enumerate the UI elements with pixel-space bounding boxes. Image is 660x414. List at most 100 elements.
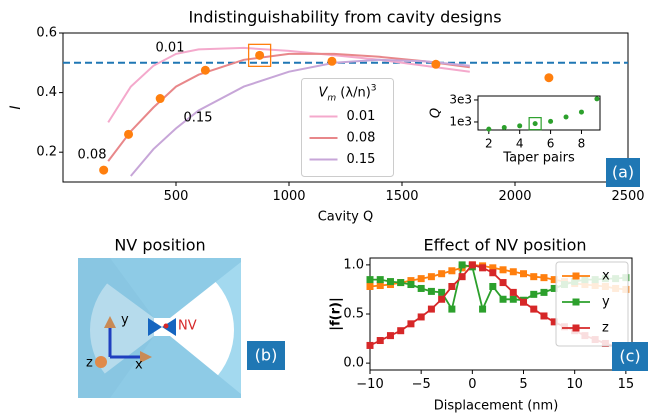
data-point: [367, 276, 374, 283]
axis-label: z: [86, 356, 93, 371]
data-point: [387, 332, 394, 339]
data-point: [418, 313, 425, 320]
y-tick-label: 0.6: [36, 26, 57, 41]
nv-diagram: NV position y z x NV (b): [78, 236, 285, 403]
legend-title-part: (λ/n): [336, 85, 371, 100]
data-point: [517, 123, 522, 128]
annotation: 0.01: [156, 41, 185, 56]
legend-label: z: [602, 321, 609, 336]
x-tick-label: 8: [578, 137, 586, 151]
legend-box: [556, 262, 628, 346]
legend-title-part: m: [327, 93, 336, 103]
data-point: [469, 261, 476, 268]
data-point: [428, 306, 435, 313]
data-point: [407, 281, 414, 288]
data-point: [327, 57, 336, 66]
data-point: [594, 96, 599, 101]
x-axis-label: Displacement (nm): [434, 399, 559, 414]
y-tick-label: 0.5: [343, 307, 364, 322]
data-point: [530, 291, 537, 298]
data-point: [500, 279, 507, 286]
y-axis-label: I: [8, 105, 24, 109]
annotation: 0.15: [184, 111, 213, 126]
data-point: [448, 283, 455, 290]
x-tick-label: 1500: [385, 189, 418, 204]
legend-marker: [573, 299, 580, 306]
chart-title: Indistinguishability from cavity designs: [188, 8, 501, 27]
panel-label: (c): [619, 347, 640, 366]
data-point: [428, 273, 435, 280]
data-point: [387, 278, 394, 285]
series-line: [131, 60, 470, 176]
data-point: [533, 121, 538, 126]
x-tick-label: 500: [164, 189, 189, 204]
nv-center: [164, 324, 169, 329]
annotation: 0.08: [78, 148, 107, 163]
data-point: [201, 66, 210, 75]
data-point: [438, 296, 445, 303]
data-point: [99, 166, 108, 175]
data-point: [489, 283, 496, 290]
data-point: [500, 266, 507, 273]
x-tick-label: 2500: [611, 189, 644, 204]
data-point: [530, 306, 537, 313]
legend-label: 0.15: [347, 152, 376, 167]
series-line: [108, 48, 470, 123]
data-point: [377, 337, 384, 344]
data-point: [438, 270, 445, 277]
data-point: [367, 342, 374, 349]
data-point: [510, 268, 517, 275]
legend-marker: [573, 325, 580, 332]
x-tick-label: 1000: [272, 189, 305, 204]
legend-title-part: 3: [371, 83, 377, 93]
nv-label: NV: [178, 319, 197, 334]
data-point: [255, 51, 264, 60]
data-point: [459, 261, 466, 268]
y-axis-label: Q: [429, 108, 444, 118]
y-tick-label: 0.2: [36, 145, 57, 160]
data-point: [502, 125, 507, 130]
data-point: [418, 285, 425, 292]
data-point: [486, 127, 491, 132]
panel-label: (b): [255, 346, 278, 365]
data-point: [418, 275, 425, 282]
legend-marker: [573, 273, 580, 280]
data-point: [540, 312, 547, 319]
data-point: [530, 273, 537, 280]
data-point: [397, 279, 404, 286]
data-point: [510, 296, 517, 303]
data-point: [428, 288, 435, 295]
legend-label: x: [602, 269, 610, 284]
y-tick-label: 0.0: [343, 356, 364, 371]
axis-label: y: [121, 313, 129, 328]
data-point: [367, 283, 374, 290]
axis-label: x: [135, 358, 143, 373]
data-point: [540, 274, 547, 281]
data-point: [479, 306, 486, 313]
x-tick-label: 5: [519, 377, 527, 392]
data-point: [448, 267, 455, 274]
data-point: [520, 270, 527, 277]
data-point: [564, 115, 569, 120]
panel-title: NV position: [114, 236, 205, 255]
data-point: [397, 327, 404, 334]
data-point: [520, 299, 527, 306]
data-point: [548, 119, 553, 124]
data-point: [579, 110, 584, 115]
data-point: [377, 276, 384, 283]
y-tick-label: 1e3: [449, 114, 472, 128]
axis-ball: [95, 356, 107, 368]
y-tick-label: 0.4: [36, 85, 57, 100]
panel-label: (a): [612, 163, 634, 182]
x-tick-label: 0: [468, 377, 476, 392]
legend-label: 0.08: [347, 131, 376, 146]
x-tick-label: 15: [618, 377, 635, 392]
x-tick-label: −10: [356, 377, 383, 392]
y-axis-label: |f(r)|: [329, 297, 344, 330]
data-point: [156, 94, 165, 103]
x-tick-label: 6: [547, 137, 555, 151]
data-point: [448, 306, 455, 313]
data-point: [544, 73, 553, 82]
x-axis-label: Cavity Q: [318, 210, 374, 225]
data-point: [431, 60, 440, 69]
